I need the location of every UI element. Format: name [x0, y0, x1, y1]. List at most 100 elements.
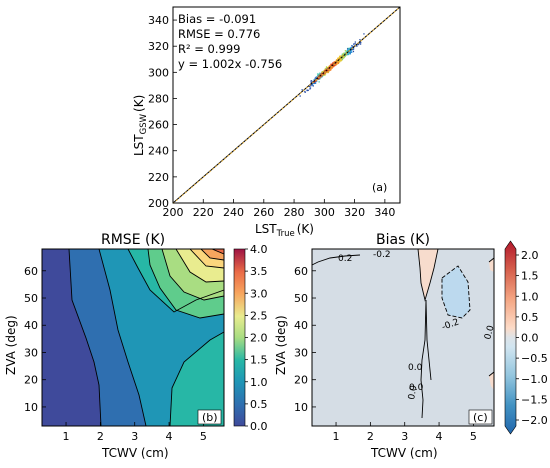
- scatter-point: [319, 75, 322, 78]
- x-tick-label: 2: [97, 430, 104, 443]
- scatter-point: [344, 55, 347, 57]
- scatter-point: [322, 74, 324, 76]
- rmse-level-0.0: [42, 249, 101, 426]
- scatter-point: [301, 89, 303, 91]
- y-tick-label: 10: [24, 401, 38, 414]
- scatter-point: [304, 91, 306, 93]
- scatter-point: [349, 53, 351, 55]
- y-tick-label: 40: [24, 319, 38, 332]
- scatter-point: [356, 45, 358, 47]
- colorbar-tick-label: 4.0: [250, 243, 268, 256]
- colorbar-tick-label: 1.5: [250, 354, 268, 367]
- scatter-point: [307, 89, 309, 92]
- panel-b-label-box: [197, 409, 222, 425]
- panel-a-xlabel: LSTTrue (K): [255, 222, 314, 239]
- panel-c-xlabel: TCWV (cm): [370, 446, 438, 460]
- scatter-point: [310, 80, 312, 82]
- x-tick-label: 3: [131, 430, 138, 443]
- scatter-point: [309, 88, 311, 90]
- panel-c-ylabel: ZVA (deg): [274, 315, 288, 375]
- scatter-point: [359, 39, 361, 41]
- scatter-point: [320, 76, 322, 79]
- panel-a-ylabel: LSTGSW(K): [132, 95, 149, 156]
- colorbar-tick-label: 0.5: [250, 398, 268, 411]
- scatter-point: [315, 77, 317, 79]
- scatter-point: [349, 48, 351, 50]
- stat-rmse: RMSE = 0.776: [178, 27, 260, 41]
- stat-r2: R² = 0.999: [178, 42, 240, 56]
- stat-bias: Bias = -0.091: [178, 12, 256, 26]
- panel-b-label: (b): [202, 411, 218, 424]
- x-tick-label: 340: [374, 206, 395, 219]
- scatter-point: [348, 47, 350, 49]
- y-tick-label: 60: [294, 265, 308, 278]
- panel-a-label: (a): [372, 181, 387, 194]
- scatter-point: [328, 68, 331, 71]
- scatter-point: [310, 85, 312, 87]
- y-tick-label: 30: [24, 346, 38, 359]
- scatter-point: [314, 80, 316, 82]
- scatter-point: [306, 89, 308, 91]
- colorbar-tick-label: 2.0: [521, 249, 539, 262]
- panel-c-colorbar: [504, 240, 517, 435]
- scatter-point: [329, 69, 332, 71]
- scatter-point: [313, 81, 316, 83]
- scatter-point: [321, 71, 324, 73]
- x-tick-label: 5: [200, 430, 207, 443]
- x-tick-label: 320: [344, 206, 365, 219]
- contour-label: 0.0: [483, 324, 496, 341]
- scatter-point: [329, 68, 331, 71]
- scatter-point: [346, 50, 348, 52]
- y-tick-label: 280: [148, 92, 169, 105]
- scatter-point: [335, 64, 337, 66]
- scatter-point: [354, 43, 356, 45]
- scatter-point: [342, 53, 344, 56]
- colorbar-tick-label: 2.0: [250, 332, 268, 345]
- scatter-point: [348, 51, 350, 54]
- scatter-point: [322, 71, 324, 74]
- panel-b-ylabel: ZVA (deg): [4, 315, 18, 375]
- scatter-point: [347, 53, 349, 56]
- scatter-point: [349, 50, 352, 52]
- scatter-point: [299, 95, 301, 97]
- scatter-point: [311, 84, 313, 86]
- colorbar-tick-label: 1.0: [521, 290, 539, 303]
- panel-b-rmse: RMSE (K): [4, 232, 268, 460]
- x-tick-label: 300: [314, 206, 335, 219]
- panel-b-x-ticks: 1 2 3 4 5: [63, 422, 207, 443]
- scatter-point: [351, 45, 353, 47]
- y-tick-label: 200: [148, 197, 169, 210]
- scatter-point: [342, 56, 344, 59]
- scatter-point: [344, 50, 347, 52]
- scatter-point: [318, 81, 320, 83]
- scatter-point: [332, 66, 334, 68]
- stats-box: Bias = -0.091 RMSE = 0.776 R² = 0.999 y …: [178, 12, 282, 71]
- scatter-point: [317, 75, 319, 77]
- scatter-point: [313, 82, 315, 85]
- scatter-point: [334, 61, 337, 63]
- contour-label: 0.2: [338, 254, 352, 264]
- colorbar-tick-label: −1.0: [521, 373, 548, 386]
- scatter-point: [363, 33, 365, 35]
- scatter-point: [346, 48, 349, 50]
- scatter-point: [314, 77, 317, 80]
- scatter-point: [318, 73, 320, 75]
- panel-a-frame: [172, 6, 401, 204]
- scatter-point: [340, 58, 343, 61]
- colorbar-tick-label: 0.0: [250, 420, 268, 433]
- scatter-point: [347, 48, 349, 51]
- bias-level-neg-0.2: [442, 266, 470, 318]
- contour-label: 0.0: [407, 384, 419, 400]
- bias-contour-lines: [312, 249, 494, 419]
- bias-contour-labels: 0.0 0.0 0.0 -0.2 0.0 0.2 -0.2: [338, 250, 496, 401]
- scatter-point: [315, 76, 317, 78]
- x-tick-label: 280: [284, 206, 305, 219]
- scatter-point: [325, 68, 327, 70]
- panel-b-colorbar-ticks: 0.0 0.5 1.0 1.5 2.0 2.5 3.0 3.5 4.0: [245, 243, 268, 433]
- scatter-point: [352, 50, 355, 53]
- scatter-point: [352, 49, 354, 51]
- scatter-point: [350, 49, 352, 52]
- colorbar-tick-label: 2.5: [250, 309, 268, 322]
- scatter-point: [343, 52, 345, 55]
